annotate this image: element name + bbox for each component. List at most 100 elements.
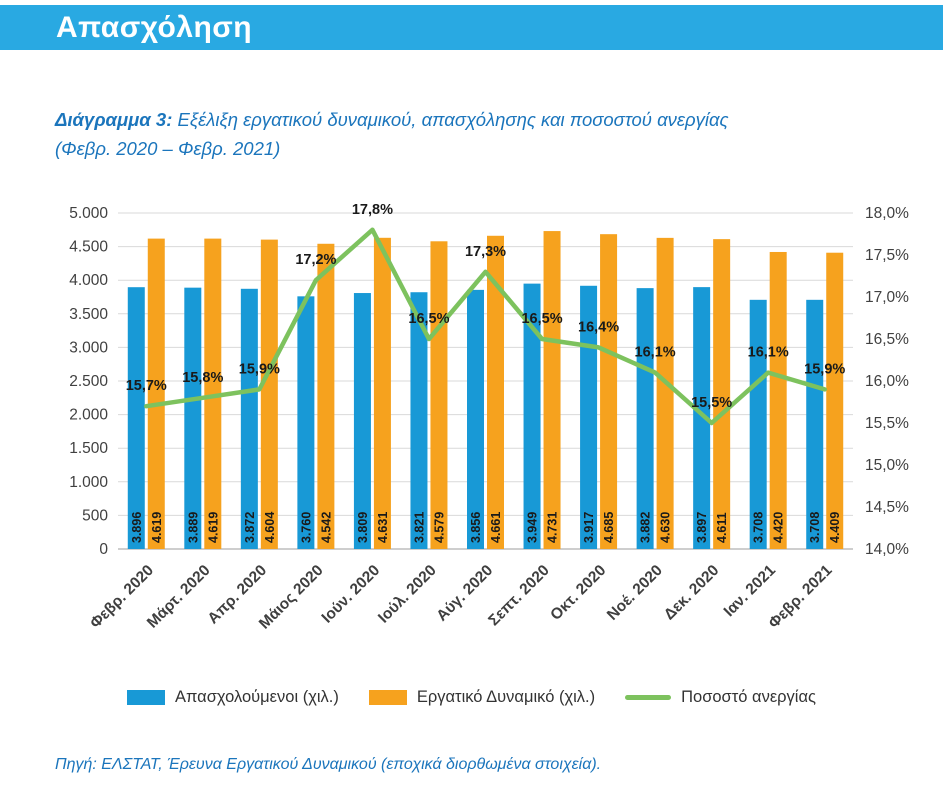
bar (769, 251, 787, 549)
bar (204, 238, 222, 549)
unemployment-rate-line (144, 227, 827, 426)
left-axis-tick: 1.500 (69, 440, 108, 457)
figure-caption-text: Εξέλιξη εργατικού δυναμικού, απασχόλησης… (172, 109, 729, 130)
bar-value-label: 4.630 (659, 512, 673, 543)
bar (373, 237, 391, 549)
bar (184, 287, 202, 549)
legend-item-unemployment-rate: Ποσοστό ανεργίας (625, 688, 816, 707)
x-axis-label: Ιούλ. 2020 (375, 562, 440, 627)
bar-value-label: 4.685 (602, 512, 616, 543)
left-axis-tick: 500 (82, 507, 108, 524)
left-axis-tick: 5.000 (69, 205, 108, 222)
bar-value-label: 3.949 (526, 512, 540, 543)
rate-label: 17,2% (295, 252, 336, 268)
figure-caption-period: (Φεβρ. 2020 – Φεβρ. 2021) (55, 138, 281, 159)
rate-label: 15,8% (182, 370, 223, 386)
bar-value-label: 3.889 (186, 512, 200, 543)
left-axis-tick: 1.000 (69, 474, 108, 491)
bar (240, 288, 258, 549)
left-axis-tick: 4.500 (69, 239, 108, 256)
bar-value-label: 4.579 (432, 512, 446, 543)
rate-label: 16,5% (521, 311, 562, 327)
legend-label-labor-force: Εργατικό Δυναμικό (χιλ.) (416, 688, 596, 706)
rate-label: 15,7% (126, 378, 167, 394)
right-axis-tick: 14,5% (865, 499, 909, 516)
x-axis-label: Νοέ. 2020 (604, 562, 666, 624)
left-axis-tick: 0 (99, 541, 108, 558)
legend-label-employed: Απασχολούμενοι (χιλ.) (175, 688, 339, 706)
bar (580, 285, 598, 549)
rate-label: 15,9% (239, 361, 280, 377)
left-axis-tick: 2.500 (69, 373, 108, 390)
bar (656, 237, 674, 549)
bar (523, 283, 541, 549)
rate-label: 17,3% (465, 244, 506, 260)
left-axis-tick: 3.000 (69, 339, 108, 356)
section-title: Απασχόληση (56, 10, 253, 44)
bar (600, 234, 618, 549)
bar-value-label: 4.420 (772, 512, 786, 543)
legend-item-employed: Απασχολούμενοι (χιλ.) (127, 688, 339, 707)
bar-value-label: 3.760 (299, 512, 313, 543)
x-axis-label: Ιαν. 2021 (721, 562, 780, 621)
bar (353, 293, 371, 549)
bar-value-label: 3.897 (695, 512, 709, 543)
figure-caption: Διάγραμμα 3: Εξέλιξη εργατικού δυναμικού… (55, 105, 903, 163)
legend-label-unemployment-rate: Ποσοστό ανεργίας (681, 688, 816, 706)
x-axis-label: Οκτ. 2020 (547, 562, 609, 624)
left-axis-tick: 2.000 (69, 407, 108, 424)
bar (430, 241, 448, 549)
rate-label: 15,9% (804, 361, 845, 377)
right-axis-tick: 16,0% (865, 373, 909, 390)
legend-item-labor-force: Εργατικό Δυναμικό (χιλ.) (368, 688, 596, 707)
section-header-bar: Απασχόληση (0, 5, 943, 50)
rate-label: 17,8% (352, 202, 393, 218)
left-axis-tick: 4.000 (69, 272, 108, 289)
x-axis-label: Ιούν. 2020 (319, 562, 384, 627)
bar (543, 231, 561, 550)
bar (127, 287, 145, 549)
bar-value-label: 4.731 (546, 512, 560, 543)
chart-legend: Απασχολούμενοι (χιλ.) Εργατικό Δυναμικό … (0, 688, 943, 707)
right-axis-tick: 14,0% (865, 541, 909, 558)
bar-value-label: 4.661 (489, 512, 503, 543)
bar-value-label: 4.619 (150, 512, 164, 543)
bar (147, 238, 165, 549)
right-axis-tick: 17,0% (865, 289, 909, 306)
bar (826, 252, 844, 549)
rate-label: 16,1% (748, 345, 789, 361)
right-axis-tick: 15,5% (865, 415, 909, 432)
bar (693, 287, 711, 549)
right-axis-tick: 17,5% (865, 247, 909, 264)
bar-value-label: 3.896 (130, 512, 144, 543)
rate-label: 16,1% (635, 345, 676, 361)
legend-swatch-unemployment-rate (625, 695, 672, 700)
bar (487, 235, 504, 549)
figure-caption-label: Διάγραμμα 3: (55, 109, 173, 130)
bar (297, 296, 315, 549)
bar (467, 289, 484, 549)
bar (317, 243, 335, 550)
bar-value-label: 3.856 (469, 512, 483, 543)
x-axis-label: Δεκ. 2020 (661, 562, 723, 624)
bar-value-label: 4.409 (828, 512, 842, 543)
bar-value-label: 3.708 (752, 512, 766, 543)
right-axis-tick: 16,5% (865, 331, 909, 348)
bar-value-label: 3.821 (412, 512, 426, 543)
rate-label: 16,5% (408, 311, 449, 327)
bar (806, 299, 824, 549)
right-axis-tick: 15,0% (865, 457, 909, 474)
bar-value-label: 3.917 (582, 512, 596, 543)
source-note: Πηγή: ΕΛΣΤΑΤ, Έρευνα Εργατικού Δυναμικού… (55, 756, 602, 773)
bar-value-label: 4.611 (715, 512, 729, 543)
bar (410, 292, 428, 549)
x-axis-label: Σεπτ. 2020 (485, 562, 553, 630)
bar (713, 239, 731, 549)
legend-swatch-labor-force (368, 690, 407, 705)
bar (749, 299, 767, 549)
bar-value-label: 4.631 (376, 512, 390, 543)
rate-label: 16,4% (578, 319, 619, 335)
bar-value-label: 3.708 (808, 512, 822, 543)
bar-value-label: 3.882 (639, 512, 653, 543)
